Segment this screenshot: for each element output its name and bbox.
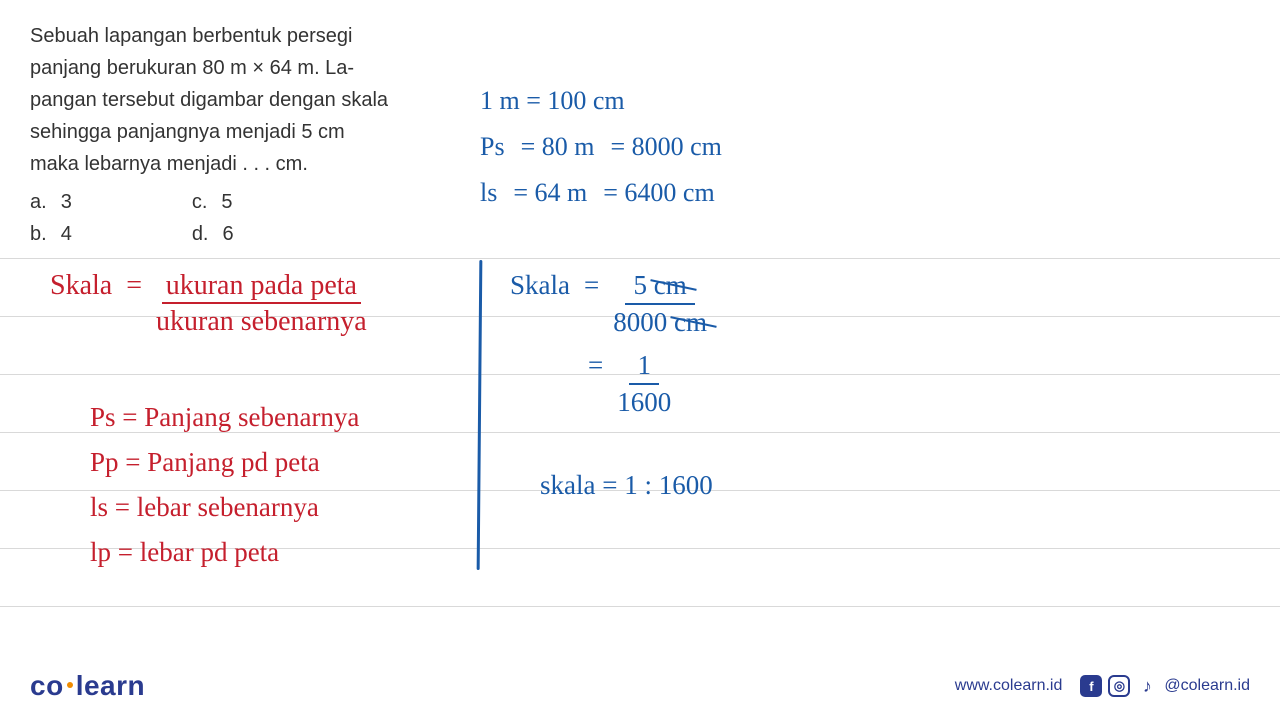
opt-a-label: a. [30, 186, 47, 218]
opt-a-value: 3 [61, 186, 72, 218]
blue-skala-result: skala = 1 : 1600 [540, 470, 713, 501]
logo-dot-icon [67, 682, 73, 688]
conv-l2-rhs: = 8000 cm [610, 124, 721, 170]
question-body: Sebuah lapangan berbentuk persegi panjan… [30, 20, 390, 180]
calc-eq1: = [584, 270, 599, 301]
footer-right: www.colearn.id f ◎ ♪ @colearn.id [955, 675, 1250, 697]
calc-frac2-num: 1 [629, 350, 659, 385]
social-handle: @colearn.id [1164, 677, 1250, 695]
opt-b-label: b. [30, 218, 47, 250]
conv-l3-lhs: ls [480, 170, 497, 216]
question-block: Sebuah lapangan berbentuk persegi panjan… [30, 20, 390, 250]
logo-co: co [30, 670, 64, 701]
blue-conversions: 1 m = 100 cm Ps = 80 m = 8000 cm ls = 64… [480, 78, 722, 216]
facebook-icon: f [1080, 675, 1102, 697]
def-ps: Ps = Panjang sebenarnya [90, 395, 359, 440]
tiktok-icon: ♪ [1136, 675, 1158, 697]
red-skala-formula: Skala = ukuran pada peta ukuran sebenarn… [50, 270, 367, 338]
opt-c-value: 5 [221, 186, 232, 218]
skala-label: Skala [50, 270, 112, 302]
answer-options: a. 3 b. 4 c. 5 d. 6 [30, 186, 390, 250]
opt-c-label: c. [192, 186, 208, 218]
blue-skala-calc: Skala = 5 cm 8000 cm = 1 1600 [510, 270, 707, 430]
opt-d-label: d. [192, 218, 209, 250]
calc-frac1-den: 8000 cm [613, 305, 707, 338]
website-url: www.colearn.id [955, 677, 1063, 695]
conv-line1: 1 m = 100 cm [480, 78, 625, 124]
logo-learn: learn [76, 670, 145, 701]
opt-b-value: 4 [61, 218, 72, 250]
footer: colearn www.colearn.id f ◎ ♪ @colearn.id [30, 670, 1250, 702]
conv-l3-mid: = 64 m [513, 170, 587, 216]
def-ls: ls = lebar sebenarnya [90, 485, 359, 530]
conv-l3-rhs: = 6400 cm [603, 170, 714, 216]
vertical-divider [477, 260, 483, 570]
skala-numerator: ukuran pada peta [162, 270, 361, 304]
def-lp: lp = lebar pd peta [90, 530, 359, 575]
skala-eq: = [126, 270, 142, 302]
calc-label: Skala [510, 270, 570, 301]
colearn-logo: colearn [30, 670, 145, 702]
calc-frac1-num: 5 cm [625, 270, 694, 305]
social-icons: f ◎ ♪ @colearn.id [1080, 675, 1250, 697]
instagram-icon: ◎ [1108, 675, 1130, 697]
red-variable-defs: Ps = Panjang sebenarnya Pp = Panjang pd … [90, 395, 359, 575]
def-pp: Pp = Panjang pd peta [90, 440, 359, 485]
calc-eq2: = [588, 350, 603, 381]
conv-l2-mid: = 80 m [521, 124, 595, 170]
calc-frac2-den: 1600 [617, 385, 671, 418]
skala-denominator: ukuran sebenarnya [156, 304, 367, 338]
opt-d-value: 6 [223, 218, 234, 250]
conv-l2-lhs: Ps [480, 124, 505, 170]
